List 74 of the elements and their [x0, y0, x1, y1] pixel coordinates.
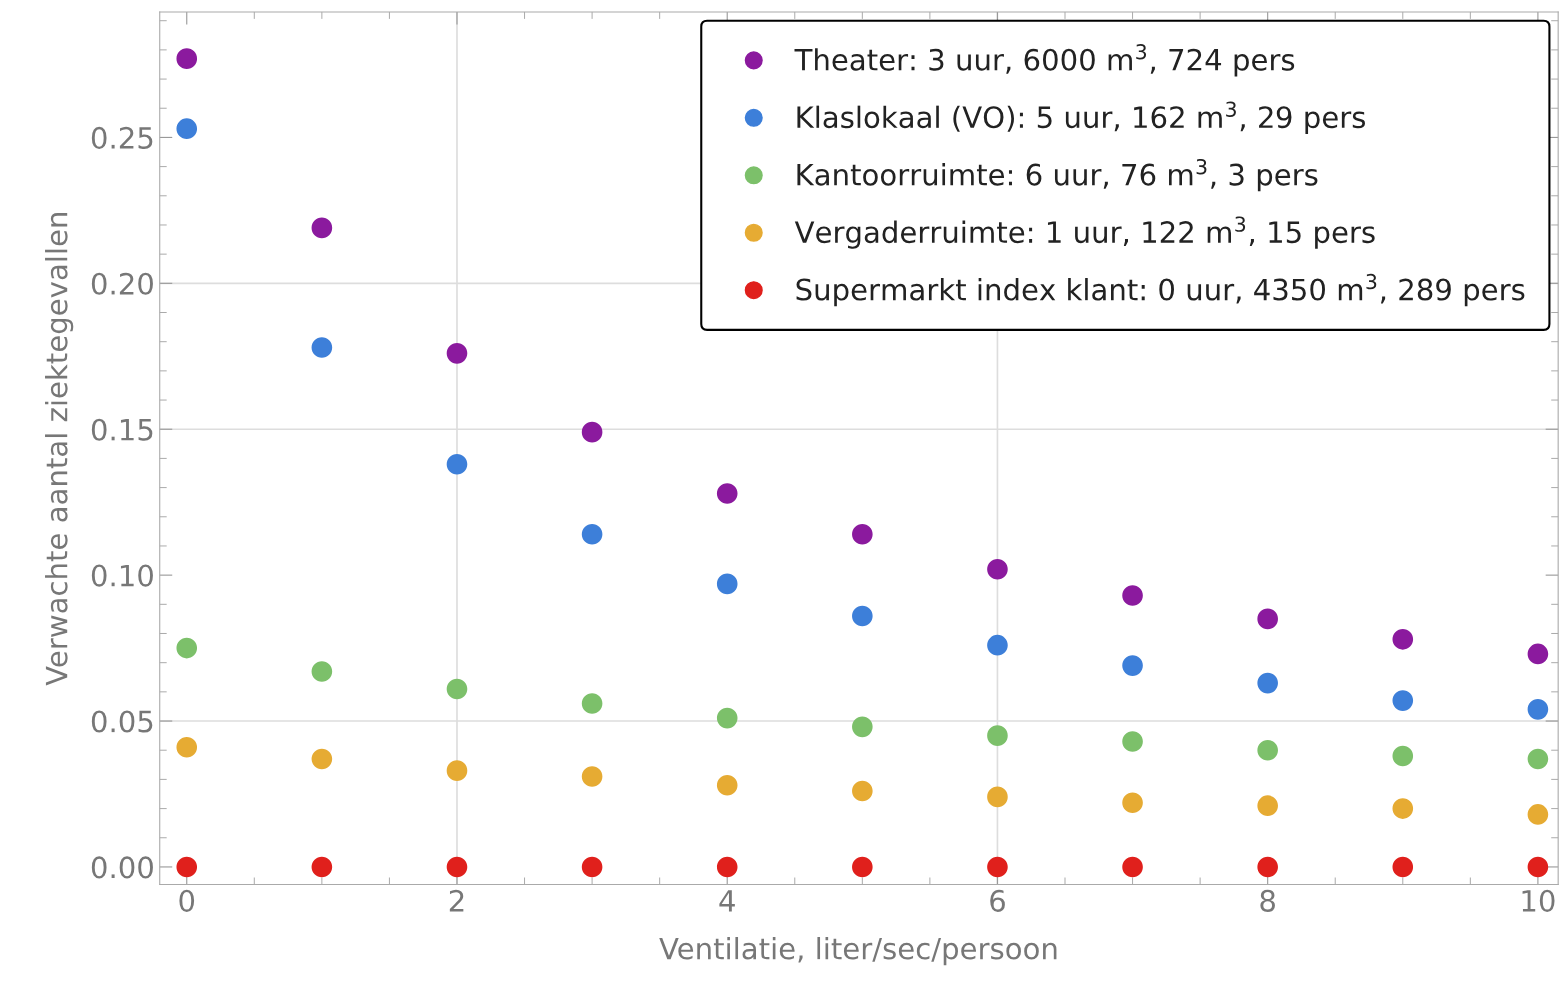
point [1257, 608, 1278, 630]
point [1527, 643, 1549, 665]
point [716, 483, 738, 504]
point [987, 786, 1008, 808]
point [311, 217, 333, 239]
point [852, 780, 873, 802]
point [176, 856, 198, 878]
x-tick-label: 6 [990, 889, 1005, 912]
y-tick-label: 0.15 [91, 418, 153, 441]
point [176, 737, 198, 758]
point [987, 634, 1008, 656]
point [1392, 856, 1414, 878]
point [446, 343, 468, 364]
point [852, 605, 873, 627]
point [1122, 655, 1143, 676]
y-tick-label: 0.25 [91, 126, 153, 149]
point [716, 774, 738, 796]
point [176, 637, 198, 659]
point [716, 707, 738, 729]
point [1392, 798, 1414, 819]
y-axis-title: Verwachte aantal ziektegevallen [45, 213, 74, 686]
x-tick-label: 2 [449, 889, 464, 912]
point [581, 766, 603, 787]
point [446, 678, 468, 700]
point [581, 693, 603, 714]
point [446, 856, 468, 878]
point [1122, 585, 1143, 606]
point [581, 856, 603, 878]
point [176, 118, 198, 139]
x-tick-label: 4 [719, 890, 735, 912]
x-axis-title: Ventilatie, liter/sec/persoon [659, 936, 1057, 966]
y-tick-label: 0.00 [91, 856, 153, 879]
point [1392, 745, 1414, 767]
legend-label: Theater: 3 uur, 6000 m$^{3}$, 724 pers [794, 44, 1295, 77]
x-tick-label: 8 [1260, 889, 1275, 912]
point [311, 337, 333, 358]
point [716, 573, 738, 595]
legend-label: Klaslokaal (VO): 5 uur, 162 m$^{3}$, 29 pers [797, 101, 1365, 134]
point [987, 856, 1008, 878]
point [1257, 739, 1278, 761]
point [1257, 672, 1278, 694]
point [1527, 804, 1549, 825]
legend-label: Kantoorruimte: 6 uur, 76 m$^{3}$, 3 pers [797, 158, 1318, 192]
point [1527, 856, 1549, 878]
point [987, 559, 1008, 580]
x-tick-label: 0 [179, 889, 195, 912]
point [581, 523, 603, 545]
point [987, 725, 1008, 746]
point [852, 856, 873, 878]
legend-label: Vergaderruimte: 1 uur, 122 m$^{3}$, 15 pers [794, 216, 1375, 249]
point [1257, 795, 1278, 816]
point [1392, 629, 1414, 650]
point [311, 856, 333, 878]
point [1122, 731, 1143, 752]
legend-label: Supermarkt index klant: 0 uur, 4350 m$^{3}$, 289 pers [796, 273, 1525, 307]
point [446, 453, 468, 475]
point [581, 421, 603, 443]
point [1527, 748, 1549, 770]
point [1257, 856, 1278, 878]
y-tick-label: 0.20 [91, 272, 153, 295]
point [852, 523, 873, 545]
point [176, 48, 198, 69]
point [311, 661, 333, 682]
y-tick-label: 0.05 [91, 710, 153, 733]
y-tick-label: 0.10 [91, 564, 153, 587]
point [1392, 690, 1414, 711]
point [1527, 699, 1549, 720]
point [1122, 856, 1143, 878]
point [716, 856, 738, 878]
x-tick-label: 10 [1522, 889, 1555, 912]
point [1122, 792, 1143, 814]
point [311, 748, 333, 770]
point [852, 716, 873, 738]
point [446, 760, 468, 781]
